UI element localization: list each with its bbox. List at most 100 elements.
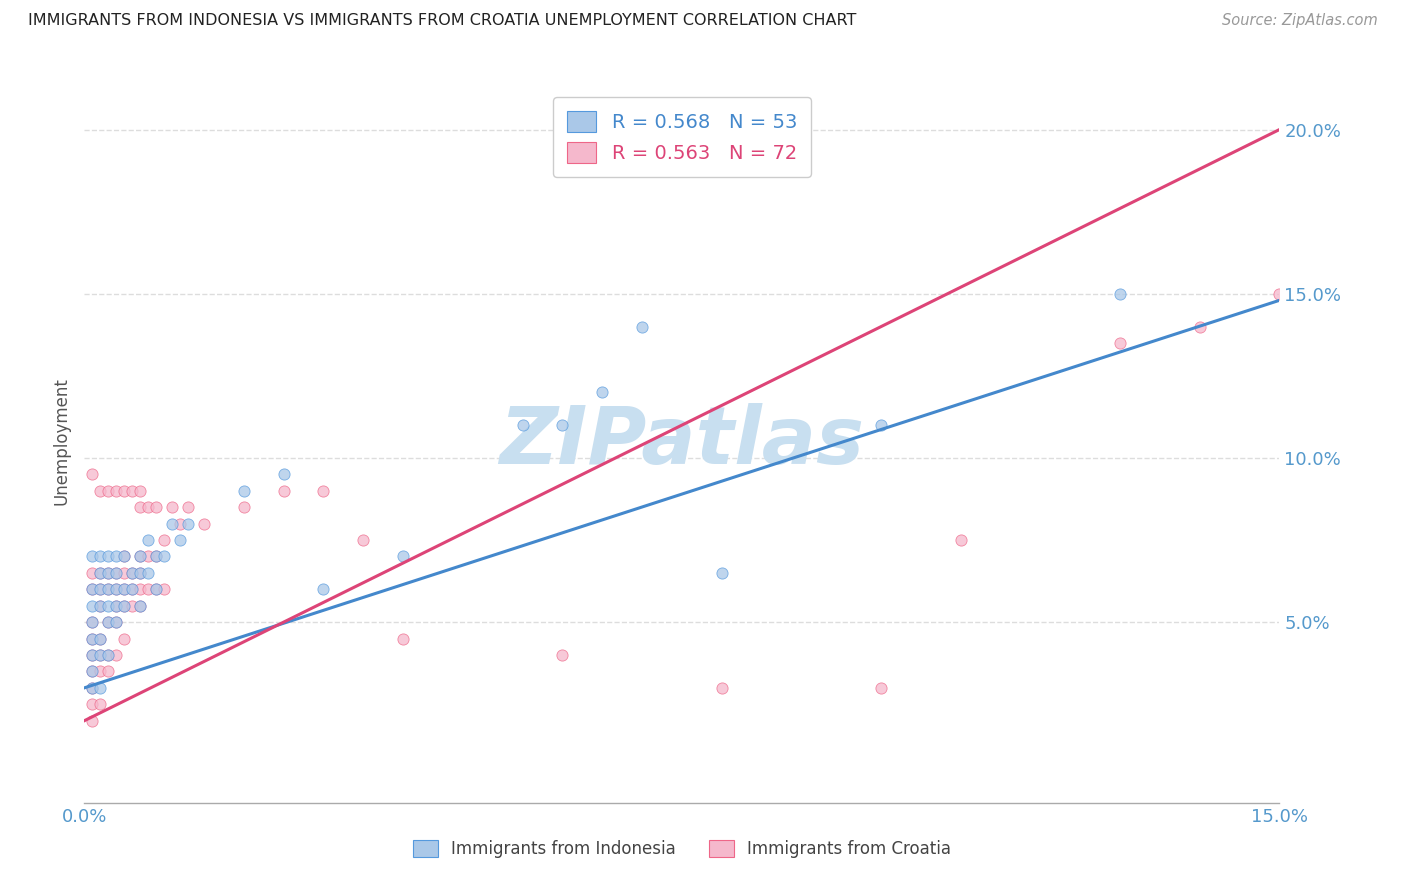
Point [82,714,104,728]
Point [312,582,335,597]
Point [160,500,183,515]
Point [112,599,135,613]
Point [112,632,135,646]
Point [105,582,128,597]
Point [129,599,152,613]
Point [153,582,176,597]
Point [89,698,111,712]
Point [136,566,159,580]
Point [145,500,167,515]
Point [710,566,733,580]
Point [153,549,176,564]
Point [232,483,254,498]
Point [89,582,111,597]
Point [129,549,152,564]
Point [97,648,120,662]
Point [105,566,128,580]
Point [710,681,733,695]
Point [89,648,111,662]
Point [82,665,104,679]
Point [82,698,104,712]
Point [1109,336,1132,351]
Point [82,648,104,662]
Point [121,599,143,613]
Point [551,648,574,662]
Point [105,599,128,613]
Point [89,665,111,679]
Point [82,681,104,695]
Y-axis label: Unemployment: Unemployment [52,377,70,506]
Point [112,599,135,613]
Point [193,516,215,531]
Point [82,467,104,482]
Point [97,615,120,630]
Point [97,483,120,498]
Point [105,615,128,630]
Point [129,599,152,613]
Point [89,599,111,613]
Point [352,533,374,547]
Point [105,582,128,597]
Point [129,566,152,580]
Point [82,615,104,630]
Point [89,582,111,597]
Point [89,648,111,662]
Point [392,549,415,564]
Legend: Immigrants from Indonesia, Immigrants from Croatia: Immigrants from Indonesia, Immigrants fr… [404,832,960,867]
Point [97,665,120,679]
Point [145,582,167,597]
Point [136,500,159,515]
Point [105,615,128,630]
Point [97,566,120,580]
Point [145,549,167,564]
Point [82,582,104,597]
Text: IMMIGRANTS FROM INDONESIA VS IMMIGRANTS FROM CROATIA UNEMPLOYMENT CORRELATION CH: IMMIGRANTS FROM INDONESIA VS IMMIGRANTS … [28,13,856,29]
Point [97,549,120,564]
Point [82,549,104,564]
Point [105,599,128,613]
Point [870,418,893,433]
Point [105,483,128,498]
Point [112,483,135,498]
Text: Source: ZipAtlas.com: Source: ZipAtlas.com [1222,13,1378,29]
Point [160,516,183,531]
Point [177,500,200,515]
Point [949,533,972,547]
Point [89,632,111,646]
Point [136,533,159,547]
Point [129,566,152,580]
Point [112,549,135,564]
Point [112,582,135,597]
Point [232,500,254,515]
Point [1109,286,1132,301]
Point [1348,253,1371,268]
Point [82,599,104,613]
Point [129,549,152,564]
Point [121,566,143,580]
Point [105,549,128,564]
Point [82,566,104,580]
Point [82,615,104,630]
Point [97,566,120,580]
Point [112,582,135,597]
Point [89,566,111,580]
Point [82,648,104,662]
Point [89,483,111,498]
Point [121,483,143,498]
Point [82,681,104,695]
Point [89,599,111,613]
Point [105,566,128,580]
Point [273,467,295,482]
Point [312,483,335,498]
Point [870,681,893,695]
Point [145,582,167,597]
Point [512,418,534,433]
Point [392,632,415,646]
Point [129,500,152,515]
Point [153,533,176,547]
Point [89,632,111,646]
Point [82,632,104,646]
Point [136,582,159,597]
Point [129,582,152,597]
Point [169,533,191,547]
